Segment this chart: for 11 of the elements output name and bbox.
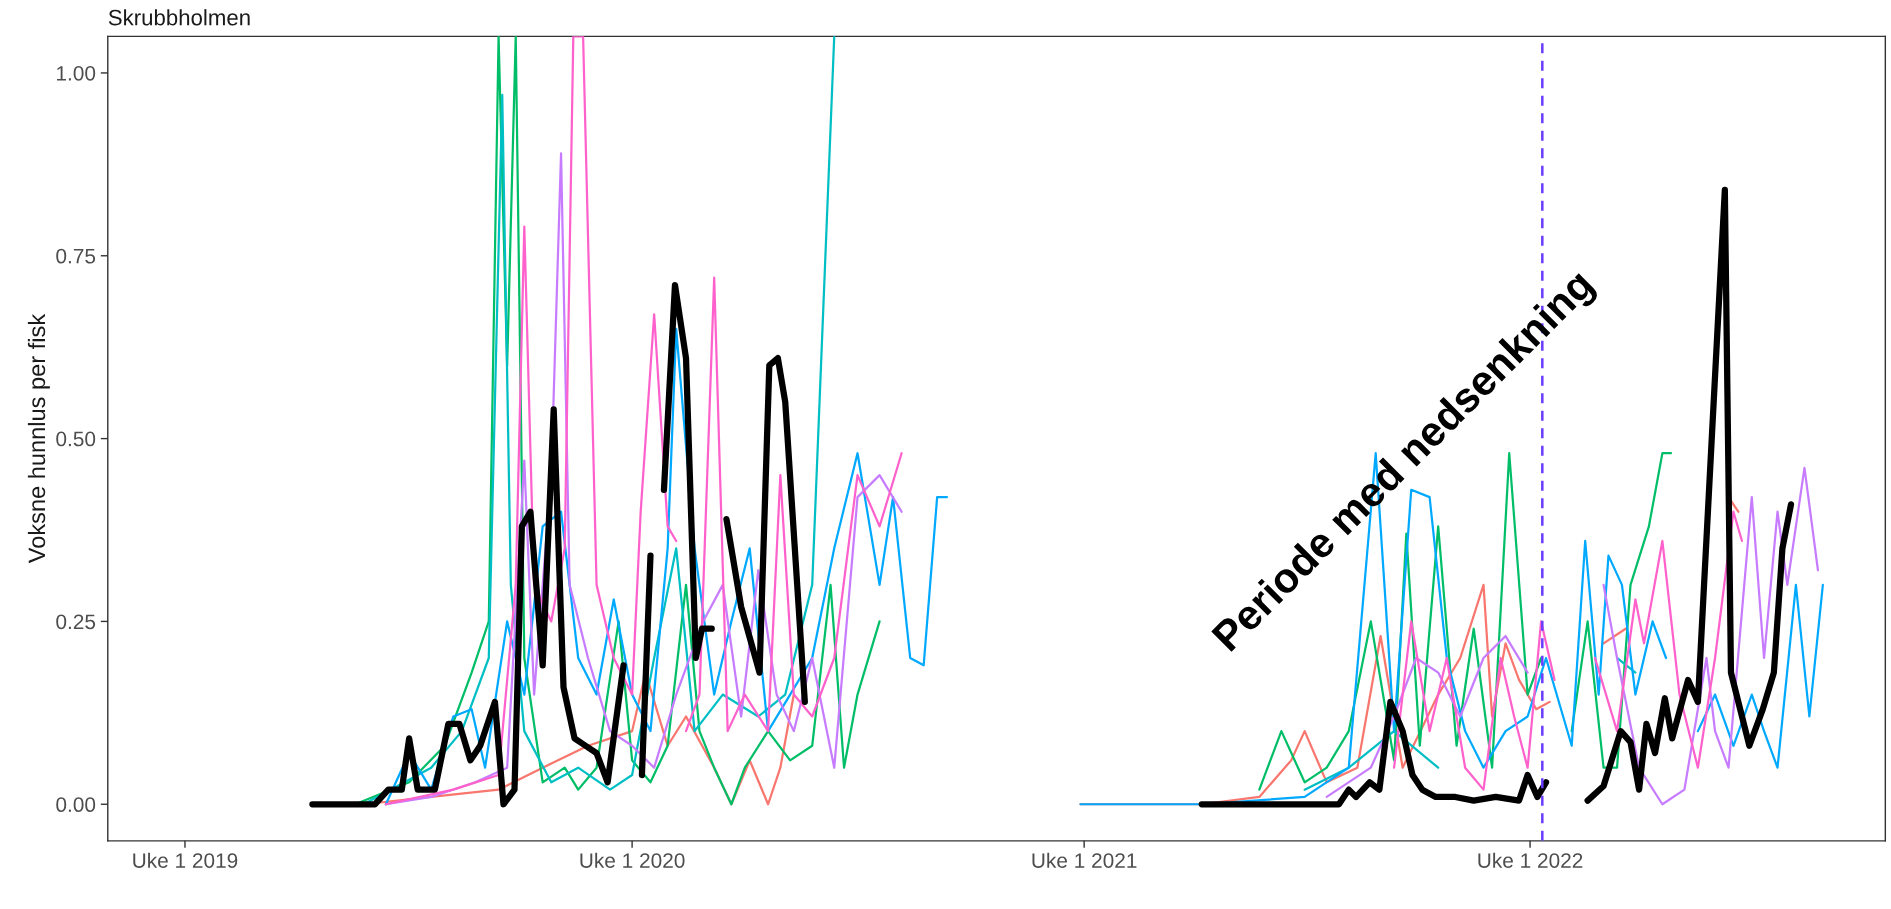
y-tick-label: 0.75 — [56, 248, 96, 264]
y-tick-label: 0.50 — [56, 431, 96, 447]
x-tick-label: Uke 1 2019 — [133, 852, 238, 868]
x-tick-label: Uke 1 2020 — [580, 852, 685, 868]
y-tick-label: 0.00 — [56, 797, 96, 813]
y-tick-label: 0.25 — [56, 614, 96, 630]
y-axis-title: Voksne hunnlus per fisk — [27, 313, 50, 564]
y-tick-label: 1.00 — [57, 65, 96, 81]
x-tick-label: Uke 1 2022 — [1478, 852, 1583, 868]
x-tick-label: Uke 1 2021 — [1032, 852, 1137, 868]
chart-title: Skrubbholmen — [108, 9, 250, 26]
